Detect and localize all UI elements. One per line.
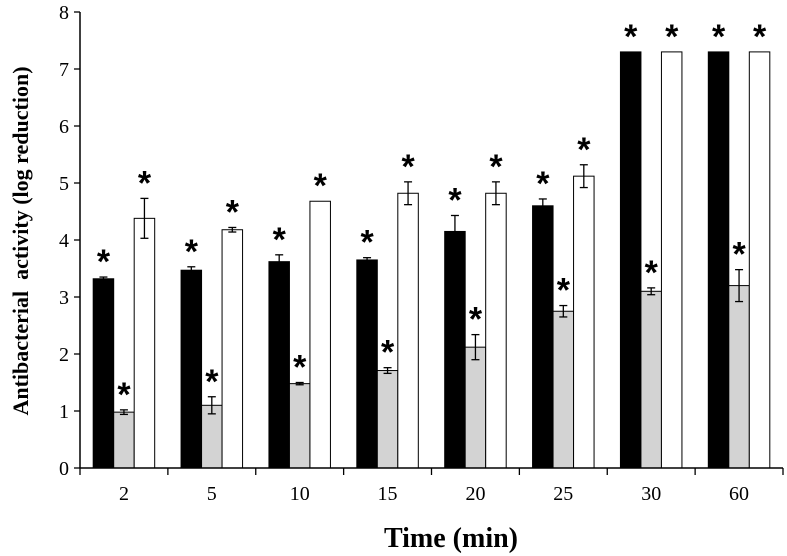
bar-series-2-2 [113,411,135,469]
bar-series-3-30 [660,51,683,469]
x-tick-label-15: 15 [378,483,398,505]
significance-star-series-2-60: * [732,236,746,274]
x-tick-label-30: 30 [641,483,661,505]
significance-star-series-1-30: * [624,18,638,56]
y-tick-label-0: 0 [59,458,69,480]
y-axis-title: Antibacterial activity (log reduction) [8,66,33,415]
x-tick-label-60: 60 [729,483,749,505]
x-tick-label-20: 20 [465,483,485,505]
significance-star-series-2-20: * [469,301,483,339]
significance-star-series-1-5: * [185,233,199,271]
bar-series-1-25 [532,205,554,469]
bar-series-2-10 [288,383,311,469]
y-tick-label-4: 4 [59,230,69,252]
bar-series-2-20 [464,346,487,469]
significance-star-series-3-2: * [138,164,152,202]
significance-star-series-2-5: * [205,363,219,401]
significance-star-series-3-25: * [577,131,591,169]
bar-series-1-60 [707,51,730,469]
bar-series-1-30 [619,51,642,469]
significance-star-series-1-10: * [273,221,287,259]
y-tick-label-3: 3 [59,287,69,309]
bar-series-1-5 [180,269,203,469]
bar-series-2-30 [640,290,662,469]
bar-series-1-10 [268,261,290,469]
bar-series-3-60 [748,51,771,469]
significance-star-series-2-2: * [117,376,131,414]
significance-star-series-2-25: * [557,272,571,310]
significance-star-series-3-10: * [314,167,328,205]
significance-star-series-3-20: * [489,148,503,186]
bar-series-3-20 [485,192,507,469]
x-axis-title: Time (min) [384,523,518,554]
bar-series-2-25 [552,310,575,469]
x-tick-label-25: 25 [553,483,573,505]
y-tick-label-6: 6 [59,116,69,138]
bar-series-1-15 [356,259,378,469]
significance-star-series-1-2: * [97,243,111,281]
significance-star-series-1-15: * [360,224,374,262]
significance-star-series-2-10: * [293,349,307,387]
x-axis: 2 5 10 15 20 25 30 60 [79,467,784,505]
bar-series-3-25 [573,175,595,469]
y-tick-label-5: 5 [59,173,69,195]
x-tick-label-2: 2 [119,483,129,505]
significance-star-series-3-60: * [753,18,767,56]
bar-series-1-2 [92,278,115,469]
bar-series-2-60 [728,285,750,469]
significance-star-series-3-15: * [401,148,415,186]
bar-series-3-15 [397,192,419,469]
y-tick-label-1: 1 [59,401,69,423]
y-tick-label-8: 8 [59,2,69,24]
significance-star-series-1-25: * [536,165,550,203]
bar-series-3-10 [309,200,331,469]
significance-star-series-1-20: * [448,181,462,219]
significance-star-series-3-30: * [665,18,679,56]
significance-star-series-2-30: * [645,254,659,292]
bar-series-1-20 [444,230,466,469]
plot-marks: * * * * * * * * * * * * * * * * * * * * * * * * [92,18,771,469]
x-tick-label-10: 10 [290,483,310,505]
x-tick-label-5: 5 [207,483,217,505]
bar-series-3-5 [221,229,244,469]
bar-series-3-2 [133,217,156,469]
bar-series-2-5 [201,404,223,469]
significance-star-series-3-5: * [226,193,240,231]
significance-star-series-1-60: * [712,18,726,56]
y-axis: 0 1 2 3 4 5 6 7 8 [59,2,81,480]
y-tick-label-2: 2 [59,344,69,366]
y-tick-label-7: 7 [59,59,69,81]
bar-series-2-15 [376,370,399,469]
significance-star-series-2-15: * [381,334,395,372]
